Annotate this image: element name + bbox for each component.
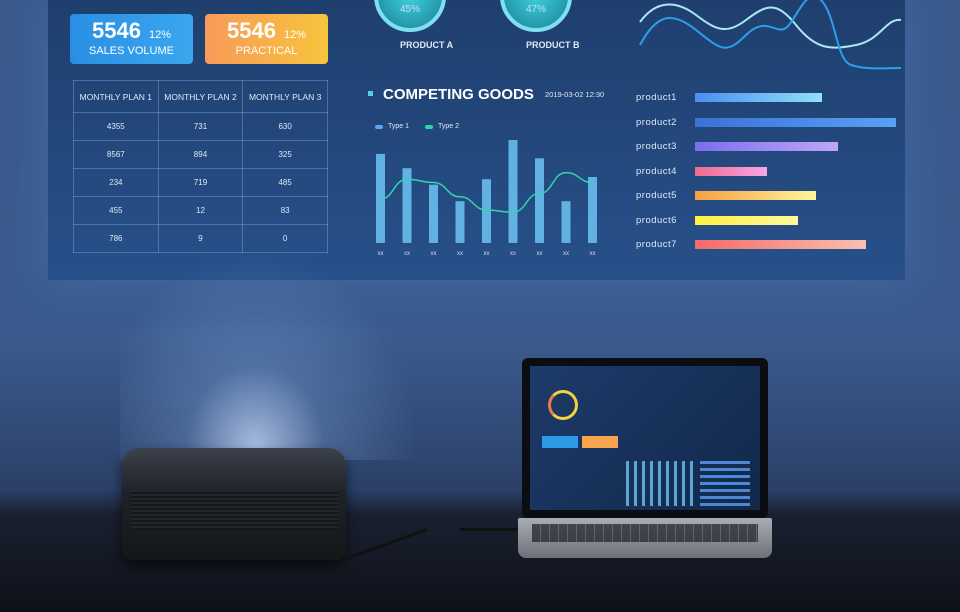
table-cell: 12 bbox=[157, 196, 244, 225]
x-tick-label: xx bbox=[431, 251, 437, 257]
product-label: product3 bbox=[636, 141, 677, 152]
legend-type-1: Type 1 bbox=[375, 123, 409, 130]
product-bar bbox=[695, 117, 896, 127]
kpi-value: 5546 bbox=[227, 18, 276, 43]
wave-chart bbox=[639, 0, 902, 70]
gauge-value: 47% bbox=[525, 4, 546, 15]
table-row: 234 719 485 bbox=[73, 168, 328, 197]
product-bar bbox=[695, 240, 866, 249]
type-2-line bbox=[380, 171, 593, 213]
table-cell: 731 bbox=[157, 112, 244, 141]
bar bbox=[588, 177, 597, 243]
kpi-percent: 12% bbox=[283, 29, 306, 41]
bar bbox=[429, 184, 438, 243]
product-label: product1 bbox=[636, 92, 677, 103]
table-cell: 894 bbox=[157, 140, 244, 169]
wave-line-1 bbox=[639, 3, 902, 49]
mini-kpi bbox=[582, 436, 618, 448]
column-header: MONTHLY PLAN 3 bbox=[242, 80, 328, 113]
mini-hbars bbox=[700, 461, 750, 510]
product-bar bbox=[695, 215, 798, 225]
bar bbox=[561, 201, 571, 243]
legend-label: Type 2 bbox=[438, 123, 460, 130]
bar bbox=[535, 158, 544, 243]
table-cell: 485 bbox=[242, 168, 328, 197]
gauge-product-b: 47% bbox=[500, 0, 572, 32]
x-tick-label: xx bbox=[510, 251, 516, 257]
projection-beam bbox=[120, 250, 420, 460]
table-row: 8567 894 325 bbox=[73, 140, 328, 169]
keyboard-keys bbox=[532, 524, 758, 542]
kpi-percent: 12% bbox=[148, 29, 171, 41]
bar bbox=[508, 140, 518, 243]
gauge-label: PRODUCT A bbox=[400, 40, 454, 50]
bar bbox=[455, 201, 465, 243]
table-cell: 83 bbox=[242, 196, 328, 225]
kpi-label: SALES VOLUME bbox=[89, 45, 174, 57]
kpi-value: 5546 bbox=[92, 18, 141, 43]
mini-bars bbox=[626, 461, 696, 506]
bar bbox=[402, 168, 412, 243]
column-header: MONTHLY PLAN 1 bbox=[73, 80, 159, 113]
gauge-label: PRODUCT B bbox=[526, 40, 580, 50]
x-tick-label: xx bbox=[537, 251, 543, 257]
section-marker-icon bbox=[368, 91, 373, 96]
table-row: 786 9 0 bbox=[73, 224, 328, 253]
product-label: product5 bbox=[636, 190, 677, 201]
table-cell: 455 bbox=[73, 196, 159, 225]
product-label: product7 bbox=[636, 239, 677, 250]
table-cell: 0 bbox=[242, 224, 328, 253]
gauge-value: 45% bbox=[399, 4, 420, 15]
legend-label: Type 1 bbox=[388, 123, 410, 130]
kpi-label: PRACTICAL bbox=[235, 45, 298, 57]
laptop-dashboard-display bbox=[530, 366, 760, 510]
laptop-keyboard bbox=[518, 518, 772, 558]
monthly-plan-table: MONTHLY PLAN 1 MONTHLY PLAN 2 MONTHLY PLAN… bbox=[73, 80, 328, 253]
competing-goods-chart: xxxxxxxxxxxxxxxxxx bbox=[376, 140, 597, 257]
bar bbox=[482, 179, 491, 243]
table-cell: 786 bbox=[73, 224, 159, 253]
projector bbox=[122, 448, 346, 560]
product-label: product2 bbox=[636, 116, 677, 128]
x-tick-label: xx bbox=[484, 251, 490, 257]
mini-kpi bbox=[542, 436, 578, 448]
kpi-practical: 5546 12% PRACTICAL bbox=[205, 14, 328, 64]
table-row: 4355 731 630 bbox=[73, 112, 328, 141]
table-cell: 719 bbox=[157, 168, 244, 197]
product-label: product4 bbox=[636, 165, 677, 177]
chart-datetime: 2019-03-02 12:30 bbox=[545, 90, 605, 99]
table-cell: 4355 bbox=[73, 112, 159, 141]
competing-goods-title: COMPETING GOODS bbox=[383, 86, 534, 103]
table-cell: 8567 bbox=[73, 140, 159, 169]
table-row: 455 12 83 bbox=[73, 196, 328, 225]
product-bar bbox=[695, 191, 816, 200]
table-cell: 9 bbox=[157, 224, 244, 253]
product-bar bbox=[695, 166, 768, 176]
projected-dashboard: 5546 12% SALES VOLUME 5546 12% PRACTICAL M… bbox=[48, 0, 905, 280]
gauge-product-a: 45% bbox=[374, 0, 446, 32]
x-tick-label: xx bbox=[457, 251, 463, 257]
projector-grille bbox=[130, 490, 338, 530]
kpi-sales-volume: 5546 12% SALES VOLUME bbox=[70, 14, 193, 64]
x-tick-label: xx bbox=[563, 251, 569, 257]
x-tick-label: xx bbox=[590, 251, 596, 257]
laptop bbox=[522, 358, 768, 518]
cable bbox=[332, 527, 428, 566]
mini-gauge bbox=[548, 390, 578, 420]
column-header: MONTHLY PLAN 2 bbox=[157, 80, 244, 113]
table-cell: 630 bbox=[242, 112, 328, 141]
table-cell: 325 bbox=[242, 140, 328, 169]
product-bar bbox=[695, 142, 838, 151]
wave-line-2 bbox=[639, 0, 902, 70]
table-cell: 234 bbox=[73, 168, 159, 197]
product-bar bbox=[695, 93, 822, 102]
product-label: product6 bbox=[636, 214, 677, 226]
cable bbox=[460, 528, 522, 531]
legend-type-2: Type 2 bbox=[425, 123, 459, 130]
